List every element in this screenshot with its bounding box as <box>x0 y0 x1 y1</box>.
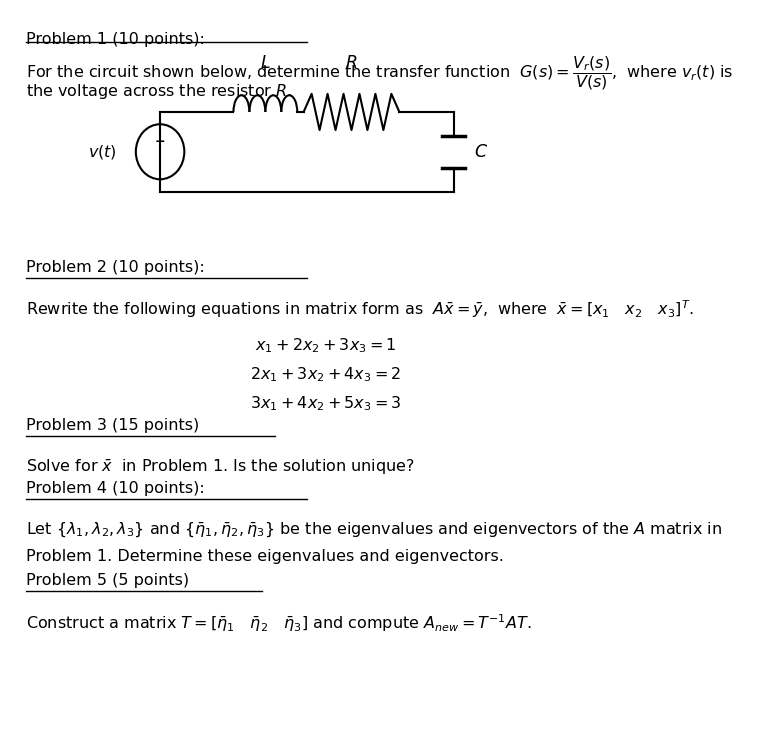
Text: $2x_1 + 3x_2 + 4x_3 = 2$: $2x_1 + 3x_2 + 4x_3 = 2$ <box>251 365 401 384</box>
Text: $R$: $R$ <box>345 54 358 72</box>
Text: $v(t)$: $v(t)$ <box>88 142 117 161</box>
Text: Problem 4 (10 points):: Problem 4 (10 points): <box>26 481 205 497</box>
Text: $3x_1 + 4x_2 + 5x_3 = 3$: $3x_1 + 4x_2 + 5x_3 = 3$ <box>251 394 402 413</box>
Text: Rewrite the following equations in matrix form as  $A\bar{x} = \bar{y}$,  where : Rewrite the following equations in matri… <box>26 299 694 320</box>
Text: Problem 5 (5 points): Problem 5 (5 points) <box>26 573 189 588</box>
Text: Problem 1 (10 points):: Problem 1 (10 points): <box>26 32 205 47</box>
Text: $C$: $C$ <box>474 142 488 161</box>
Text: $L$: $L$ <box>260 54 271 72</box>
Text: Construct a matrix $T = [\bar{\eta}_1 \quad \bar{\eta}_2 \quad \bar{\eta}_3]$ an: Construct a matrix $T = [\bar{\eta}_1 \q… <box>26 613 532 634</box>
Text: Solve for $\bar{x}$  in Problem 1. Is the solution unique?: Solve for $\bar{x}$ in Problem 1. Is the… <box>26 458 415 477</box>
Text: For the circuit shown below, determine the transfer function  $G(s) = \dfrac{V_r: For the circuit shown below, determine t… <box>26 54 733 92</box>
Text: Problem 2 (10 points):: Problem 2 (10 points): <box>26 260 205 275</box>
Text: +: + <box>154 135 165 148</box>
Text: $x_1 + 2x_2 + 3x_3 = 1$: $x_1 + 2x_2 + 3x_3 = 1$ <box>255 337 397 355</box>
Text: the voltage across the resistor $R$.: the voltage across the resistor $R$. <box>26 81 292 100</box>
Text: Problem 1. Determine these eigenvalues and eigenvectors.: Problem 1. Determine these eigenvalues a… <box>26 549 504 565</box>
Text: Let $\{\lambda_1, \lambda_2, \lambda_3\}$ and $\{\bar{\eta}_1, \bar{\eta}_2, \ba: Let $\{\lambda_1, \lambda_2, \lambda_3\}… <box>26 520 722 539</box>
Text: Problem 3 (15 points): Problem 3 (15 points) <box>26 418 199 433</box>
